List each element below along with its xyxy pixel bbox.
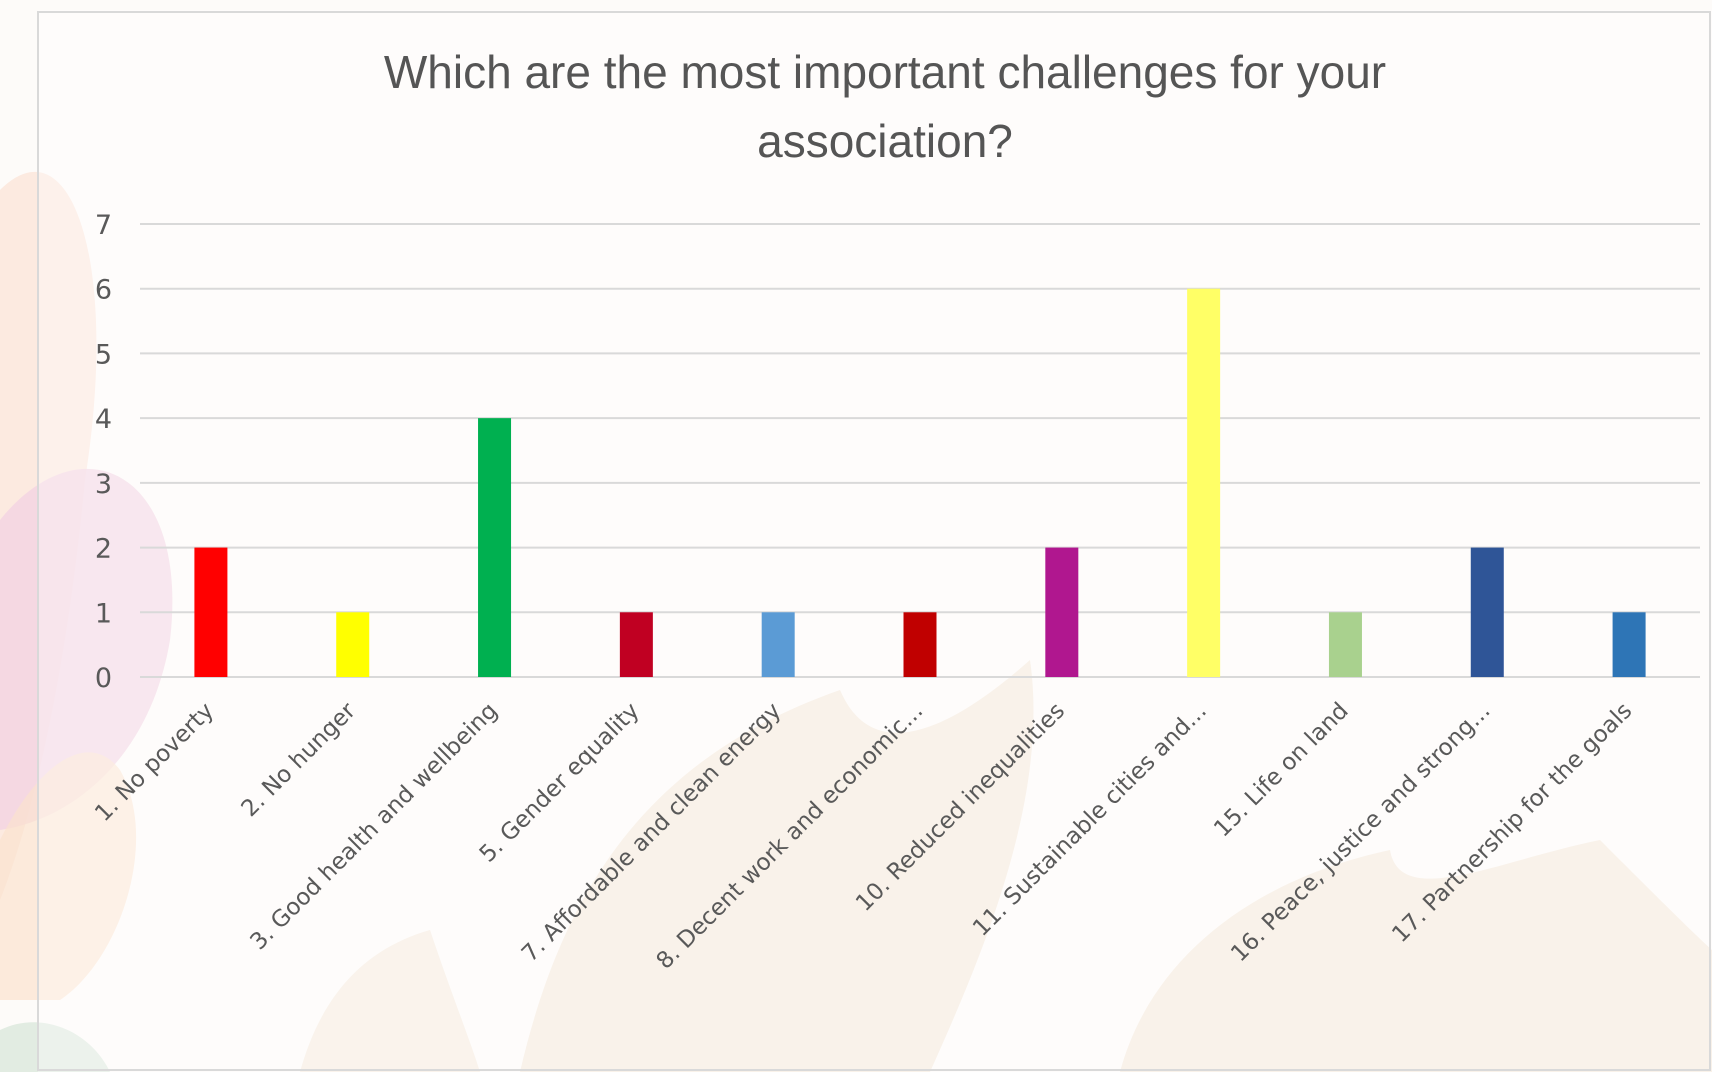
chart-frame <box>37 11 1711 1071</box>
y-tick-label: 5 <box>95 339 112 370</box>
y-tick-label: 2 <box>95 534 112 565</box>
bar <box>478 418 512 677</box>
bar <box>903 612 937 677</box>
bars <box>194 288 1646 677</box>
y-tick-label: 0 <box>95 663 112 694</box>
bar <box>336 612 370 677</box>
bar <box>761 612 795 677</box>
bar <box>1045 547 1079 677</box>
y-axis-ticks: 0 1 2 3 4 5 6 7 <box>95 210 112 694</box>
bar <box>1612 612 1646 677</box>
chart-title-line-1: Which are the most important challenges … <box>384 46 1386 98</box>
y-tick-label: 3 <box>95 469 112 500</box>
y-tick-label: 7 <box>95 210 112 241</box>
bar <box>1187 288 1221 677</box>
chart-title-line-2: association? <box>757 115 1013 167</box>
bar <box>1328 612 1362 677</box>
y-tick-label: 4 <box>95 404 112 435</box>
y-tick-label: 1 <box>95 598 112 629</box>
bar <box>194 547 228 677</box>
y-tick-label: 6 <box>95 275 112 306</box>
bar <box>619 612 653 677</box>
bar <box>1470 547 1504 677</box>
